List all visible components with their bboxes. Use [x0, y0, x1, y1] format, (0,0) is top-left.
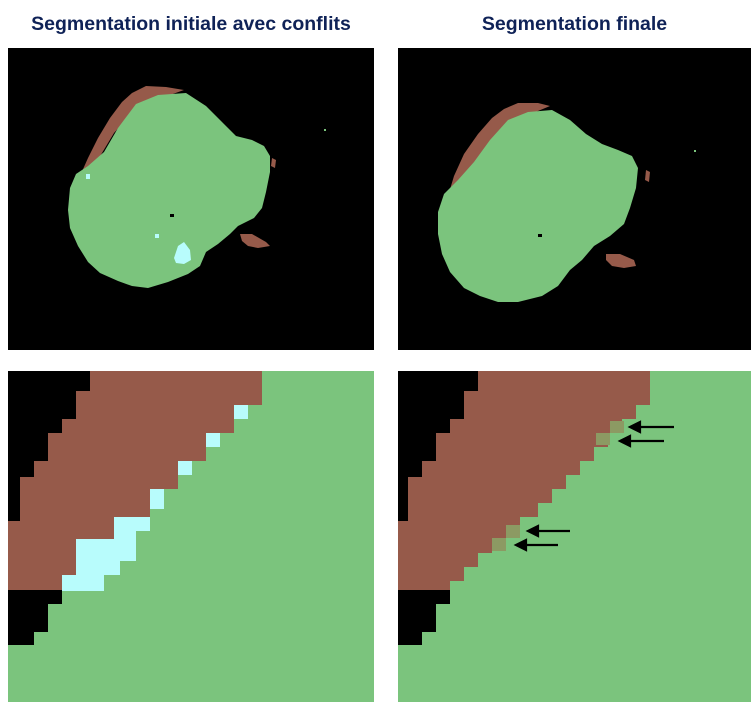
green-speck: [694, 150, 696, 152]
panel-initial-zoom: [8, 371, 374, 702]
resolved-pixel: [596, 433, 610, 445]
brown-blob-region: [606, 254, 636, 268]
brown-blob-region: [240, 234, 270, 248]
left-arrow-icon: [513, 538, 558, 552]
left-arrow-icon: [617, 434, 664, 448]
black-region-top: [398, 371, 478, 521]
resolved-pixel: [610, 421, 624, 433]
cyan-conflict-region: [174, 242, 191, 264]
panel-initial-overview: [8, 48, 374, 350]
resolved-pixel: [506, 525, 520, 538]
black-hole: [538, 234, 542, 237]
brown-region: [8, 371, 262, 590]
green-speck: [324, 129, 326, 131]
green-region: [438, 110, 638, 302]
left-arrow-icon: [627, 420, 674, 434]
brown-speck-region: [271, 158, 276, 168]
panel-final-zoom: [398, 371, 751, 702]
cyan-conflict-edge: [86, 174, 90, 179]
black-region-bottom: [8, 590, 62, 645]
panel-final-overview: [398, 48, 751, 350]
cyan-conflict-region: [62, 405, 248, 591]
cyan-conflict-speck: [155, 234, 159, 238]
black-region-top: [8, 371, 90, 521]
resolved-pixel: [492, 538, 506, 551]
black-region-bottom: [398, 590, 450, 645]
title-initial-segmentation: Segmentation initiale avec conflits: [31, 13, 351, 35]
green-region: [68, 93, 270, 288]
title-final-segmentation: Segmentation finale: [481, 13, 668, 35]
brown-region: [398, 371, 650, 590]
left-arrow-icon: [525, 524, 570, 538]
black-hole: [170, 214, 174, 217]
brown-speck-region: [645, 170, 650, 182]
